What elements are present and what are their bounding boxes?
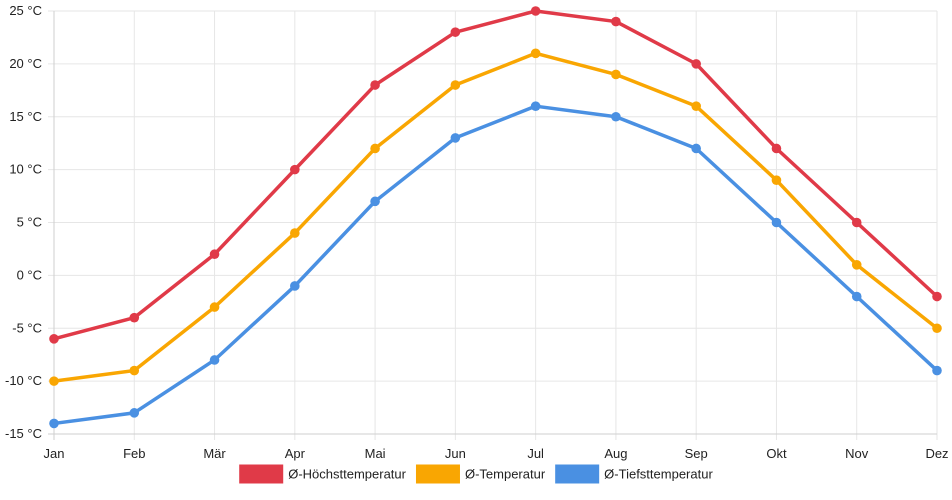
data-point[interactable] — [129, 312, 140, 323]
data-point[interactable] — [611, 69, 621, 80]
data-point[interactable] — [370, 80, 380, 90]
data-point[interactable] — [209, 249, 220, 260]
legend-label: Ø-Tiefsttemperatur — [604, 467, 713, 482]
legend-item[interactable]: Ø-Tiefsttemperatur — [555, 464, 713, 484]
series — [49, 6, 942, 429]
data-point[interactable] — [530, 6, 541, 16]
series-group — [49, 6, 942, 344]
data-point[interactable] — [851, 217, 862, 228]
legend-swatch — [555, 464, 600, 484]
data-point[interactable] — [290, 228, 300, 238]
y-tick-label: -10 °C — [5, 373, 42, 388]
y-tick-label: 5 °C — [17, 215, 42, 230]
y-tick-label: 25 °C — [9, 3, 42, 18]
data-point[interactable] — [611, 111, 621, 122]
data-point[interactable] — [932, 365, 942, 376]
series-group — [49, 101, 942, 429]
data-point[interactable] — [771, 175, 782, 185]
data-point[interactable] — [691, 59, 701, 69]
data-point[interactable] — [49, 418, 59, 429]
y-tick-label: -15 °C — [5, 426, 42, 441]
data-point[interactable] — [851, 291, 862, 302]
grid — [48, 10, 938, 440]
legend-label: Ø-Temperatur — [465, 467, 546, 482]
data-point[interactable] — [530, 101, 541, 111]
data-point[interactable] — [49, 376, 59, 386]
y-tick-label: 15 °C — [9, 109, 42, 124]
series-line — [53, 51, 939, 383]
data-point[interactable] — [450, 133, 461, 143]
data-point[interactable] — [771, 143, 782, 154]
data-point[interactable] — [209, 302, 220, 312]
x-tick-label: Apr — [285, 446, 306, 461]
legend-swatch — [239, 464, 284, 484]
x-axis-ticks: Jan Feb Mär Apr Mai Jun Jul Aug Sep Okt Nov Dez — [44, 446, 949, 461]
data-point[interactable] — [851, 260, 862, 270]
legend-swatch — [415, 464, 460, 484]
y-tick-label: -5 °C — [12, 320, 42, 335]
data-point[interactable] — [129, 365, 140, 376]
x-tick-label: Feb — [123, 446, 145, 461]
x-tick-label: Okt — [766, 446, 787, 461]
legend: Ø-Höchsttemperatur Ø-Temperatur Ø-Tiefstte… — [239, 464, 713, 484]
x-tick-label: Jul — [527, 446, 544, 461]
y-tick-label: 10 °C — [9, 162, 42, 177]
x-tick-label: Jan — [44, 446, 65, 461]
data-point[interactable] — [771, 217, 782, 228]
data-point[interactable] — [691, 143, 701, 154]
data-point[interactable] — [450, 80, 461, 90]
legend-item[interactable]: Ø-Höchsttemperatur — [239, 464, 407, 484]
data-point[interactable] — [290, 281, 300, 291]
legend-item[interactable]: Ø-Temperatur — [415, 464, 546, 484]
data-point[interactable] — [290, 164, 300, 175]
x-tick-label: Aug — [604, 446, 627, 461]
data-point[interactable] — [932, 323, 942, 334]
data-point[interactable] — [209, 355, 220, 365]
x-tick-label: Mär — [203, 446, 226, 461]
x-tick-label: Dez — [925, 446, 948, 461]
data-point[interactable] — [450, 27, 461, 37]
y-tick-label: 0 °C — [17, 267, 42, 282]
series-group — [49, 48, 942, 386]
data-point[interactable] — [691, 101, 701, 111]
data-point[interactable] — [611, 16, 621, 27]
data-point[interactable] — [370, 196, 380, 207]
data-point[interactable] — [530, 48, 541, 59]
data-point[interactable] — [370, 143, 380, 154]
data-point[interactable] — [932, 291, 942, 302]
data-point[interactable] — [49, 334, 59, 344]
x-tick-label: Mai — [365, 446, 386, 461]
series-line — [53, 104, 939, 426]
legend-label: Ø-Höchsttemperatur — [288, 467, 406, 482]
data-point[interactable] — [129, 408, 140, 418]
y-tick-label: 20 °C — [9, 56, 42, 71]
x-tick-label: Nov — [845, 446, 869, 461]
x-tick-label: Sep — [685, 446, 708, 461]
x-tick-label: Jun — [445, 446, 466, 461]
y-axis-ticks: -15 °C -10 °C -5 °C 0 °C 5 °C 10 °C 15 °C 20 °C… — [5, 3, 42, 441]
series-line — [53, 9, 939, 341]
